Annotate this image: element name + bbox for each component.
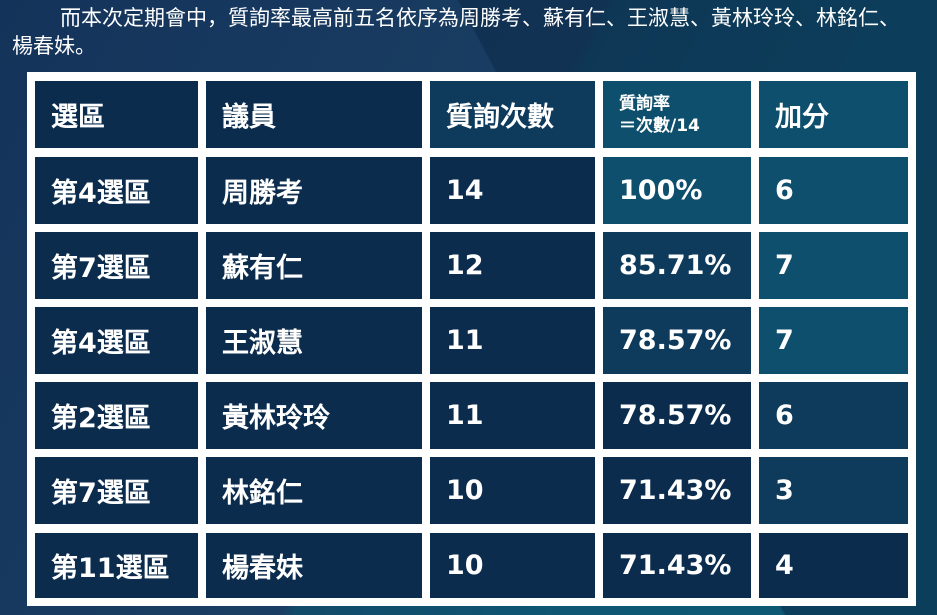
table-cell-count: 11 <box>430 307 595 374</box>
table-cell-member: 王淑慧 <box>206 307 422 374</box>
table-cell-bonus: 4 <box>759 533 908 598</box>
table-cell-bonus: 3 <box>759 457 908 524</box>
table-cell-count: 14 <box>430 157 595 224</box>
header-bonus: 加分 <box>759 81 908 148</box>
table-cell-count: 12 <box>430 232 595 299</box>
intro-paragraph: 而本次定期會中，質詢率最高前五名依序為周勝考、蘇有仁、王淑慧、黃林玲玲、林銘仁、… <box>12 6 900 58</box>
header-count: 質詢次數 <box>430 81 595 148</box>
table-cell-rate: 71.43% <box>603 457 751 524</box>
header-district: 選區 <box>35 81 198 148</box>
header-rate-line1: 質詢率 <box>619 93 670 114</box>
table-cell-member: 周勝考 <box>206 157 422 224</box>
table-cell-bonus: 6 <box>759 382 908 449</box>
table-cell-rate: 78.57% <box>603 307 751 374</box>
table-cell-bonus: 6 <box>759 157 908 224</box>
table-cell-district: 第4選區 <box>35 307 198 374</box>
table-cell-district: 第4選區 <box>35 157 198 224</box>
ranking-table: 選區 議員 質詢次數 質詢率 ＝次數/14 加分 第4選區 周勝考 14 100% 6 第7選區 蘇有仁… <box>27 72 916 606</box>
table-cell-district: 第7選區 <box>35 457 198 524</box>
table-cell-bonus: 7 <box>759 232 908 299</box>
table-cell-district: 第2選區 <box>35 382 198 449</box>
table-cell-count: 10 <box>430 457 595 524</box>
table-cell-district: 第7選區 <box>35 232 198 299</box>
table-cell-member: 楊春妹 <box>206 533 422 598</box>
table-cell-bonus: 7 <box>759 307 908 374</box>
table-cell-rate: 100% <box>603 157 751 224</box>
header-member: 議員 <box>206 81 422 148</box>
table-cell-count: 11 <box>430 382 595 449</box>
table-cell-member: 林銘仁 <box>206 457 422 524</box>
header-rate-line2: ＝次數/14 <box>619 115 700 136</box>
table-cell-rate: 78.57% <box>603 382 751 449</box>
table-cell-rate: 71.43% <box>603 533 751 598</box>
table-cell-rate: 85.71% <box>603 232 751 299</box>
header-rate: 質詢率 ＝次數/14 <box>603 81 751 148</box>
table-cell-member: 黃林玲玲 <box>206 382 422 449</box>
table-cell-district: 第11選區 <box>35 533 198 598</box>
table-cell-count: 10 <box>430 533 595 598</box>
table-cell-member: 蘇有仁 <box>206 232 422 299</box>
